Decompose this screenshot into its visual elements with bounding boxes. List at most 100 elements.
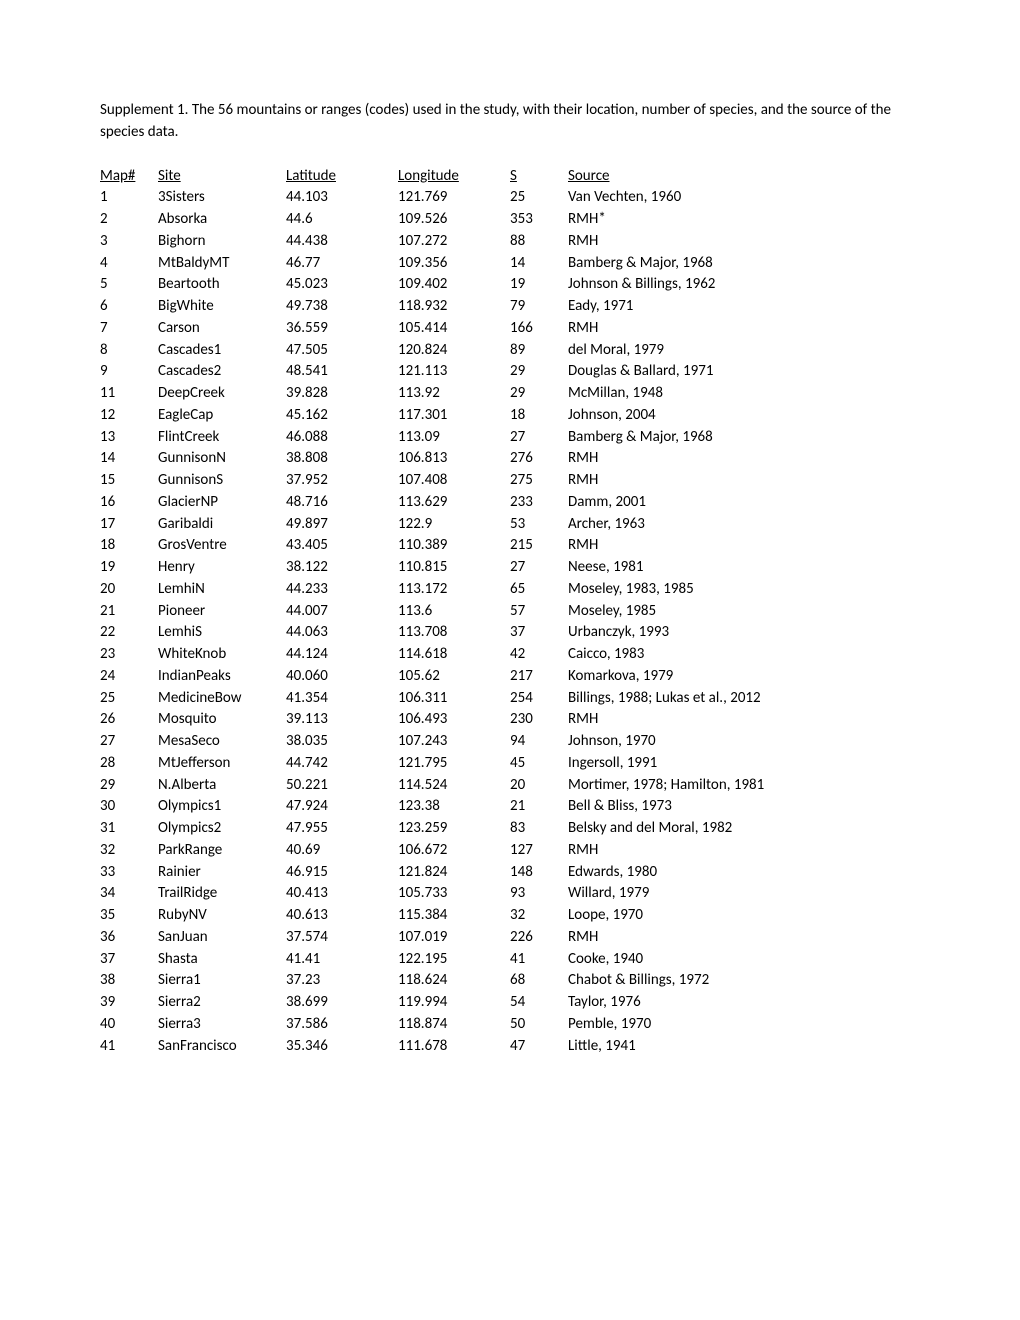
col-header-lon: Longitude xyxy=(398,166,510,188)
table-cell: 44.063 xyxy=(286,622,398,644)
table-row: 18GrosVentre43.405110.389215RMH xyxy=(100,535,920,557)
table-cell: MtBaldyMT xyxy=(158,253,286,275)
table-cell: 46.77 xyxy=(286,253,398,275)
table-cell: 122.195 xyxy=(398,949,510,971)
table-cell: 118.624 xyxy=(398,970,510,992)
table-cell: 47.924 xyxy=(286,796,398,818)
table-row: 34TrailRidge40.413105.73393Willard, 1979 xyxy=(100,883,920,905)
table-cell: 9 xyxy=(100,361,158,383)
table-cell: 30 xyxy=(100,796,158,818)
table-cell: Bighorn xyxy=(158,231,286,253)
table-cell: GunnisonN xyxy=(158,448,286,470)
table-cell: 254 xyxy=(510,688,568,710)
table-cell: 3Sisters xyxy=(158,187,286,209)
table-cell: RMH xyxy=(568,231,920,253)
table-cell: 38.699 xyxy=(286,992,398,1014)
table-row: 36SanJuan37.574107.019226RMH xyxy=(100,927,920,949)
table-cell: 2 xyxy=(100,209,158,231)
table-cell: 46.915 xyxy=(286,862,398,884)
table-cell: 106.672 xyxy=(398,840,510,862)
table-cell: MesaSeco xyxy=(158,731,286,753)
table-cell: 65 xyxy=(510,579,568,601)
table-cell: 37 xyxy=(510,622,568,644)
table-cell: 44.742 xyxy=(286,753,398,775)
table-cell: 20 xyxy=(100,579,158,601)
table-cell: 32 xyxy=(510,905,568,927)
table-cell: 54 xyxy=(510,992,568,1014)
table-cell: 68 xyxy=(510,970,568,992)
table-cell: 53 xyxy=(510,514,568,536)
table-cell: 118.874 xyxy=(398,1014,510,1036)
table-cell: Billings, 1988; Lukas et al., 2012 xyxy=(568,688,920,710)
table-cell: 115.384 xyxy=(398,905,510,927)
table-cell: Garibaldi xyxy=(158,514,286,536)
table-cell: 148 xyxy=(510,862,568,884)
table-cell: LemhiS xyxy=(158,622,286,644)
table-cell: Archer, 1963 xyxy=(568,514,920,536)
table-row: 19Henry38.122110.81527Neese, 1981 xyxy=(100,557,920,579)
table-cell: 226 xyxy=(510,927,568,949)
table-cell: BigWhite xyxy=(158,296,286,318)
table-cell: 113.92 xyxy=(398,383,510,405)
table-cell: 113.629 xyxy=(398,492,510,514)
table-row: 27MesaSeco38.035107.24394Johnson, 1970 xyxy=(100,731,920,753)
table-row: 13FlintCreek46.088113.0927Bamberg & Majo… xyxy=(100,427,920,449)
table-cell: 276 xyxy=(510,448,568,470)
table-cell: ParkRange xyxy=(158,840,286,862)
table-cell: 37.574 xyxy=(286,927,398,949)
table-cell: 122.9 xyxy=(398,514,510,536)
table-cell: 40.413 xyxy=(286,883,398,905)
table-cell: 121.113 xyxy=(398,361,510,383)
table-cell: 44.438 xyxy=(286,231,398,253)
table-cell: TrailRidge xyxy=(158,883,286,905)
table-cell: 38.808 xyxy=(286,448,398,470)
table-cell: Willard, 1979 xyxy=(568,883,920,905)
table-cell: 89 xyxy=(510,340,568,362)
table-cell: 36 xyxy=(100,927,158,949)
table-cell: 19 xyxy=(510,274,568,296)
table-cell: Neese, 1981 xyxy=(568,557,920,579)
table-cell: 41 xyxy=(510,949,568,971)
table-cell: 6 xyxy=(100,296,158,318)
table-cell: 109.402 xyxy=(398,274,510,296)
table-row: 29N.Alberta50.221114.52420Mortimer, 1978… xyxy=(100,775,920,797)
table-cell: 7 xyxy=(100,318,158,340)
table-cell: Carson xyxy=(158,318,286,340)
table-cell: 113.09 xyxy=(398,427,510,449)
table-cell: Caicco, 1983 xyxy=(568,644,920,666)
table-cell: 166 xyxy=(510,318,568,340)
table-cell: Taylor, 1976 xyxy=(568,992,920,1014)
table-cell: 40.060 xyxy=(286,666,398,688)
table-cell: 275 xyxy=(510,470,568,492)
table-cell: RMH xyxy=(568,448,920,470)
table-cell: 118.932 xyxy=(398,296,510,318)
table-cell: 217 xyxy=(510,666,568,688)
table-cell: Cooke, 1940 xyxy=(568,949,920,971)
table-cell: 107.243 xyxy=(398,731,510,753)
table-cell: 43.405 xyxy=(286,535,398,557)
table-cell: Pioneer xyxy=(158,601,286,623)
table-cell: 233 xyxy=(510,492,568,514)
table-cell: RubyNV xyxy=(158,905,286,927)
table-cell: 35.346 xyxy=(286,1036,398,1058)
table-cell: 50.221 xyxy=(286,775,398,797)
table-cell: 230 xyxy=(510,709,568,731)
table-cell: Urbanczyk, 1993 xyxy=(568,622,920,644)
table-cell: MtJefferson xyxy=(158,753,286,775)
table-cell: Olympics2 xyxy=(158,818,286,840)
table-cell: 113.6 xyxy=(398,601,510,623)
table-cell: 4 xyxy=(100,253,158,275)
table-cell: RMH xyxy=(568,709,920,731)
table-cell: Shasta xyxy=(158,949,286,971)
table-row: 28MtJefferson44.742121.79545Ingersoll, 1… xyxy=(100,753,920,775)
table-cell: 48.541 xyxy=(286,361,398,383)
table-cell: 13 xyxy=(100,427,158,449)
table-cell: IndianPeaks xyxy=(158,666,286,688)
table-cell: N.Alberta xyxy=(158,775,286,797)
table-cell: 35 xyxy=(100,905,158,927)
table-row: 12EagleCap45.162117.30118Johnson, 2004 xyxy=(100,405,920,427)
table-cell: 49.897 xyxy=(286,514,398,536)
table-cell: 88 xyxy=(510,231,568,253)
table-cell: 19 xyxy=(100,557,158,579)
table-row: 14GunnisonN38.808106.813276RMH xyxy=(100,448,920,470)
